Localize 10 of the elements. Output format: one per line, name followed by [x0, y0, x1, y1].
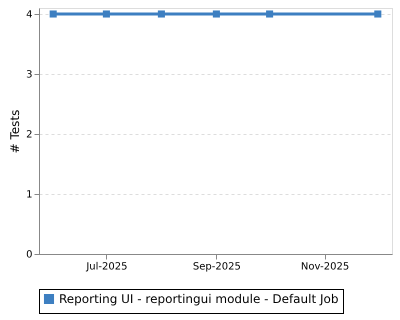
y-tick-label: 3 [26, 70, 32, 80]
x-tick-label: Sep-2025 [192, 262, 241, 272]
y-tick-label: 1 [26, 190, 32, 200]
y-tick-label: 2 [26, 130, 32, 140]
y-tick-label: 0 [26, 250, 32, 260]
x-tick-label: Jul-2025 [85, 262, 128, 272]
x-tick-label: Nov-2025 [300, 262, 350, 272]
legend-label: Reporting UI - reportingui module - Default Job [59, 292, 338, 306]
y-tick-label: 4 [26, 10, 32, 20]
y-axis-title: # Tests [8, 110, 22, 154]
